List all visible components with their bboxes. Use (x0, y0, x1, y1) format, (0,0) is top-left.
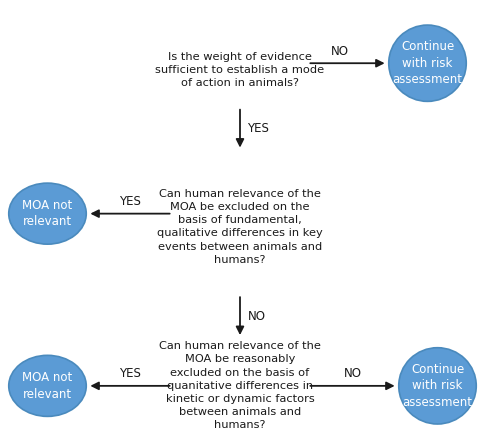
Text: Is the weight of evidence
sufficient to establish a mode
of action in animals?: Is the weight of evidence sufficient to … (156, 51, 324, 88)
Text: NO: NO (331, 44, 349, 58)
Text: Continue
with risk
assessment: Continue with risk assessment (392, 40, 462, 86)
Ellipse shape (389, 25, 466, 102)
Ellipse shape (399, 348, 476, 424)
Text: YES: YES (119, 195, 141, 208)
Text: MOA not
relevant: MOA not relevant (22, 371, 72, 401)
Text: Can human relevance of the
MOA be excluded on the
basis of fundamental,
qualitat: Can human relevance of the MOA be exclud… (157, 189, 323, 265)
Text: NO: NO (248, 310, 266, 323)
Text: YES: YES (119, 367, 141, 380)
Ellipse shape (9, 183, 86, 244)
Text: Continue
with risk
assessment: Continue with risk assessment (402, 363, 472, 409)
Ellipse shape (9, 355, 86, 416)
Text: YES: YES (248, 122, 270, 135)
Text: MOA not
relevant: MOA not relevant (22, 199, 72, 228)
Text: Can human relevance of the
MOA be reasonably
excluded on the basis of
quanitativ: Can human relevance of the MOA be reason… (159, 341, 321, 430)
Text: NO: NO (344, 367, 361, 380)
